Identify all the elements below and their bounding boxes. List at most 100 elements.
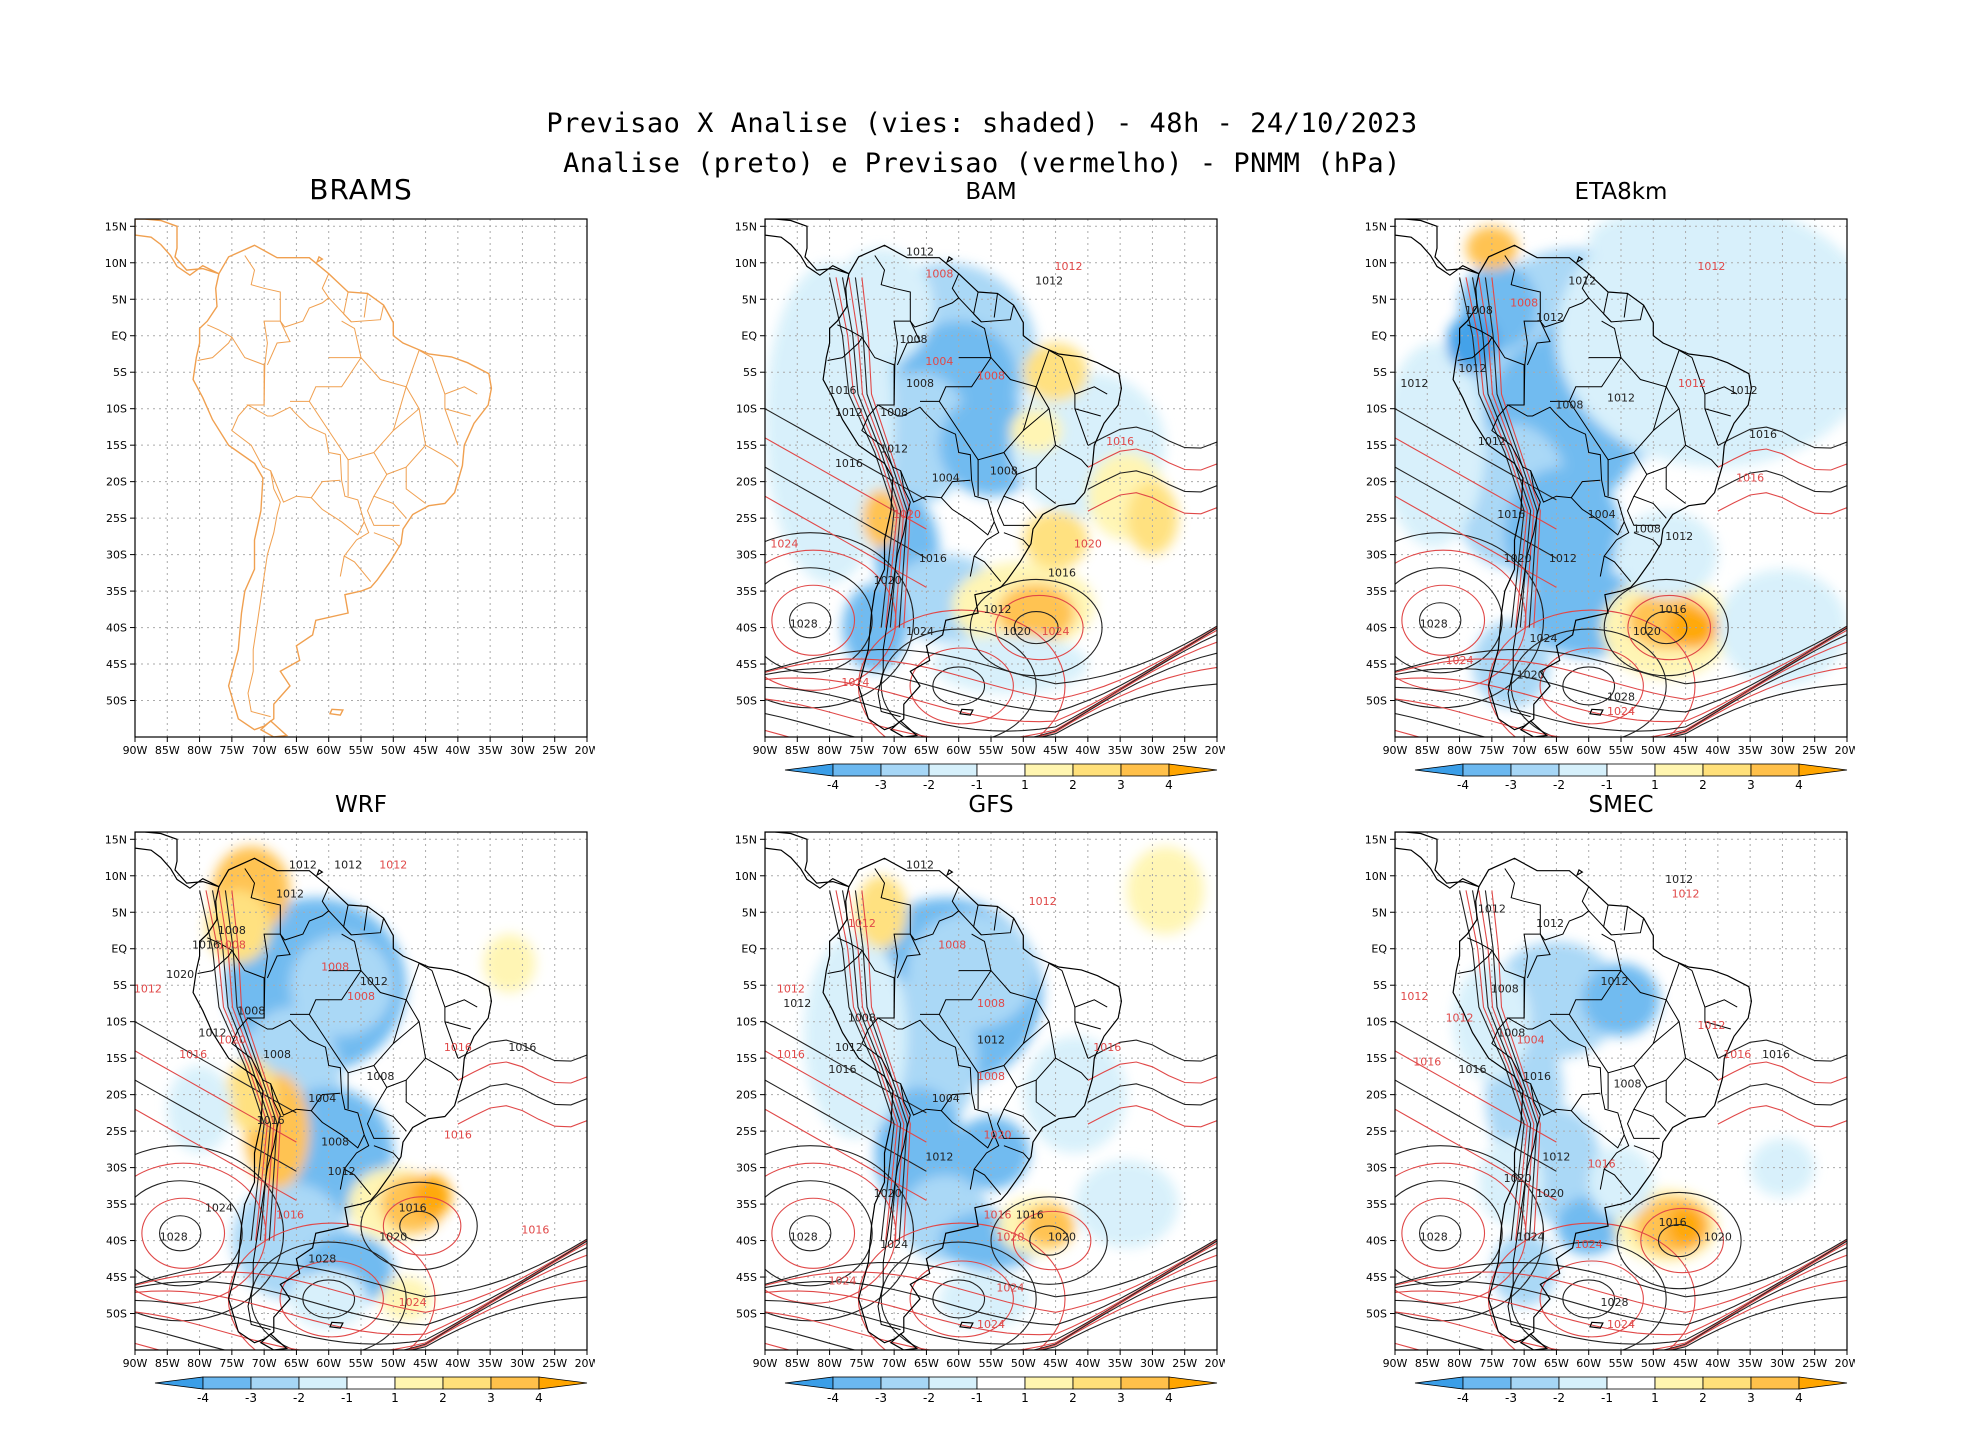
- colorbar-label: 4: [1165, 778, 1173, 792]
- lat-label: EQ: [1371, 330, 1387, 343]
- country-border: [827, 336, 863, 361]
- isobar: [854, 277, 908, 628]
- lat-label: 5N: [112, 293, 127, 306]
- isobar-label: 1012: [379, 858, 407, 871]
- country-border: [1581, 886, 1590, 912]
- isobar-label: 1024: [828, 1274, 856, 1287]
- isobar-label: 1012: [848, 917, 876, 930]
- isobar: [1395, 1079, 1557, 1172]
- lat-label: 50S: [736, 1308, 757, 1321]
- anomaly-area: [1666, 605, 1718, 650]
- colorbar-label: 1: [1651, 1391, 1659, 1405]
- lon-label: 90W: [123, 744, 148, 757]
- isobar-label: 1012: [880, 442, 908, 455]
- lat-label: 10S: [106, 1016, 127, 1029]
- lat-label: 45S: [736, 658, 757, 671]
- lon-label: 45W: [1043, 1357, 1068, 1370]
- isobar-label: 1024: [880, 1238, 908, 1251]
- main-title-line1: Previsao X Analise (vies: shaded) - 48h …: [546, 108, 1418, 139]
- isobar-label: 1008: [347, 990, 375, 1003]
- colorbar-arrow-right: [1168, 763, 1218, 777]
- lat-label: 30S: [106, 1162, 127, 1175]
- isobar: [829, 890, 895, 1241]
- state-border: [1665, 1080, 1686, 1117]
- isobar: [1013, 610, 1059, 645]
- map-panel-wrf: WRF 1012 1012 1012 1012 1008 1016 1008 1020 1012 1…: [95, 792, 600, 1428]
- country-border: [827, 949, 863, 974]
- lat-label: 15N: [105, 220, 127, 233]
- country-border: [896, 933, 921, 979]
- isobar-label: 1024: [977, 1318, 1005, 1331]
- isobar: [1039, 683, 1217, 737]
- isobar-label: 1008: [1510, 297, 1538, 310]
- isobar: [765, 666, 1217, 737]
- isobar: [1395, 1238, 1847, 1298]
- lon-label: 55W: [349, 1357, 374, 1370]
- lon-label: 65W: [1544, 744, 1569, 757]
- isobar-label: 1016: [444, 1041, 472, 1054]
- lon-label: 45W: [1673, 744, 1698, 757]
- isobar: [765, 567, 873, 674]
- colorbar-label: 2: [1069, 778, 1077, 792]
- lat-label: 45S: [1366, 1271, 1387, 1284]
- colorbar-segment: [1510, 1376, 1560, 1390]
- country-border: [1504, 868, 1541, 935]
- isobar: [158, 1215, 202, 1252]
- isobar: [1603, 578, 1729, 677]
- lon-label: 30W: [1770, 744, 1795, 757]
- lat-label: 40S: [1366, 622, 1387, 635]
- island: [329, 1321, 344, 1329]
- colorbar-label: 3: [1117, 778, 1125, 792]
- lat-label: 50S: [1366, 695, 1387, 708]
- isobar-label: 1024: [1446, 654, 1474, 667]
- lat-label: 30S: [1366, 549, 1387, 562]
- isobar: [1395, 627, 1847, 713]
- lat-label: EQ: [111, 943, 127, 956]
- lon-label: 80W: [1447, 744, 1472, 757]
- isobar-label: 1020: [1704, 1231, 1732, 1244]
- lat-label: 10S: [1366, 1016, 1387, 1029]
- colorbar-label: -4: [1457, 1391, 1469, 1405]
- isobar-label: 1020: [874, 574, 902, 587]
- isobar-label: 1024: [770, 537, 798, 550]
- country-border: [207, 937, 265, 1018]
- isobar-label: 1016: [1523, 1070, 1551, 1083]
- isobar: [1395, 1254, 1847, 1350]
- lon-label: 25W: [542, 1357, 567, 1370]
- country-border: [1467, 324, 1525, 405]
- isobar-label: 1012: [1697, 1019, 1725, 1032]
- country-border: [993, 906, 998, 931]
- lat-label: 20S: [1366, 1089, 1387, 1102]
- anomaly-area: [1491, 1233, 1557, 1307]
- lon-label: 60W: [316, 744, 341, 757]
- coastline-central-america: [135, 219, 220, 277]
- island: [259, 1333, 289, 1350]
- lon-label: 25W: [542, 744, 567, 757]
- isobar-label: 1028: [790, 618, 818, 631]
- isobar-label: 1024: [1575, 1238, 1603, 1251]
- colorbar-segment: [1606, 1376, 1656, 1390]
- isobar: [1087, 1083, 1217, 1106]
- coastline-central-america: [765, 832, 850, 889]
- isobar: [135, 1239, 587, 1313]
- isobar-label: 1016: [399, 1201, 427, 1214]
- isobar-label: 1020: [893, 508, 921, 521]
- lon-label: 35W: [478, 1357, 503, 1370]
- state-border: [1633, 532, 1661, 548]
- country-border: [343, 904, 352, 936]
- isobar: [765, 1079, 927, 1172]
- coastline-central-america: [1395, 219, 1480, 276]
- colorbar-label: 3: [1117, 1391, 1125, 1405]
- lon-label: 70W: [882, 1357, 907, 1370]
- isobar-label: 1024: [399, 1296, 427, 1309]
- isobar: [861, 890, 911, 1241]
- lon-label: 75W: [849, 1357, 874, 1370]
- colorbar-arrow-left: [784, 1376, 834, 1390]
- state-border: [1074, 1021, 1089, 1059]
- lat-label: 25S: [1366, 512, 1387, 525]
- isobar-label: 1008: [925, 267, 953, 280]
- colorbar-label: 2: [1069, 1391, 1077, 1405]
- isobar-label: 1012: [1542, 1150, 1570, 1163]
- isobar: [771, 584, 856, 656]
- lat-label: 10N: [735, 870, 757, 883]
